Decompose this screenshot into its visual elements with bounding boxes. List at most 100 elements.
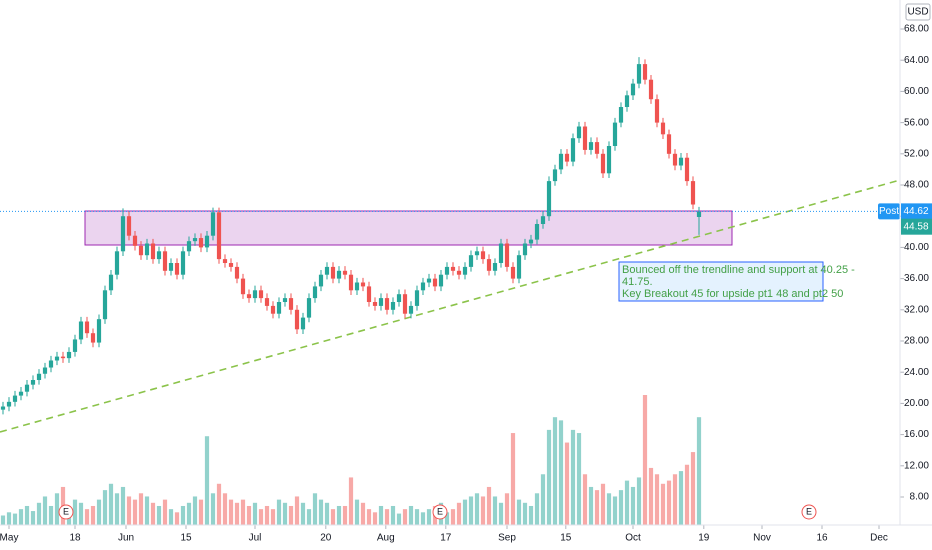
earnings-label: E (437, 506, 443, 516)
candle-body (480, 251, 486, 260)
candle-body (174, 263, 180, 275)
candle-body (126, 216, 132, 236)
candle-body (198, 238, 204, 248)
volume-bar (42, 496, 48, 525)
candle-body (390, 302, 396, 310)
candle-body (582, 126, 588, 150)
volume-bar (156, 505, 162, 525)
volume-bar (492, 496, 498, 525)
candle-body (168, 263, 174, 271)
candle-body (522, 243, 528, 256)
volume-bar (372, 512, 378, 525)
candle-body (30, 380, 36, 385)
volume-bar (30, 511, 36, 525)
candle-body (258, 290, 264, 299)
support-zone (84, 210, 733, 246)
earnings-marker[interactable]: E (432, 504, 448, 520)
volume-bar (132, 499, 138, 525)
volume-bar (252, 502, 258, 525)
volume-bar (420, 512, 426, 525)
volume-bar (180, 505, 186, 525)
volume-bar (528, 505, 534, 525)
candle-body (342, 270, 348, 275)
candle-body (348, 274, 354, 291)
volume-bar (576, 433, 582, 525)
x-tick-label: Jul (249, 533, 262, 544)
volume-bar (120, 486, 126, 525)
candle-body (450, 266, 456, 271)
x-tick-label: 20 (320, 533, 332, 544)
volume-bar (306, 509, 312, 525)
volume-bar (462, 499, 468, 525)
y-tick-label: 60.00 (904, 86, 929, 97)
candle-body (516, 255, 522, 279)
candle-body (60, 356, 66, 359)
candle-body (690, 181, 696, 205)
candle-body (246, 294, 252, 299)
volume-bar (396, 513, 402, 525)
volume-bar (12, 513, 18, 525)
candle-body (420, 282, 426, 291)
candle-body (600, 153, 606, 174)
candle-body (108, 274, 114, 291)
candle-body (660, 122, 666, 135)
volume-bar (486, 486, 492, 525)
volume-bar (312, 493, 318, 525)
volume-bar (414, 509, 420, 525)
candle-body (228, 263, 234, 267)
volume-bar (150, 502, 156, 525)
volume-bar (210, 493, 216, 525)
volume-bar (264, 505, 270, 525)
volume-bar (540, 474, 546, 525)
volume-bar (642, 395, 648, 525)
volume-bar (6, 512, 12, 525)
earnings-marker[interactable]: E (58, 504, 74, 520)
post-badge (878, 203, 900, 220)
volume-bar (222, 493, 228, 525)
volume-bar (456, 502, 462, 525)
candle-body (492, 263, 498, 271)
candle-body (66, 351, 72, 359)
candle-body (576, 126, 582, 139)
candle-body (588, 142, 594, 150)
volume-bar (258, 509, 264, 525)
candle-body (24, 384, 30, 392)
volume-bar (684, 464, 690, 525)
volume-bar (240, 499, 246, 525)
volume-bar (354, 499, 360, 525)
candle-body (396, 294, 402, 303)
candle-body (534, 224, 540, 240)
volume-bar (552, 417, 558, 525)
candle-body (42, 367, 48, 374)
candle-body (54, 356, 60, 361)
candle-body (570, 138, 576, 162)
x-tick-label: 15 (180, 533, 192, 544)
volume-layer (0, 395, 702, 525)
volume-bar (24, 505, 30, 525)
candle-body (612, 122, 618, 147)
candle-body (294, 309, 300, 330)
volume-bar (348, 477, 354, 525)
candle-body (546, 181, 552, 217)
earnings-marker[interactable]: E (801, 504, 817, 520)
candle-body (72, 339, 78, 352)
volume-bar (114, 493, 120, 525)
candle-body (36, 373, 42, 381)
candle-body (330, 266, 336, 279)
volume-bar (378, 505, 384, 525)
volume-bar (318, 499, 324, 525)
volume-bar (324, 502, 330, 525)
volume-bar (36, 502, 42, 525)
volume-bar (666, 480, 672, 525)
x-tick-label: 18 (69, 533, 81, 544)
x-tick-label: 17 (440, 533, 452, 544)
volume-bar (450, 509, 456, 525)
candle-body (204, 235, 210, 248)
annotation-line: Bounced off the trendline and support at… (622, 264, 855, 276)
candle-body (366, 286, 372, 303)
candle-body (6, 401, 12, 407)
volume-bar (168, 509, 174, 525)
volume-bar (360, 502, 366, 525)
candle-body (186, 241, 192, 252)
volume-bar (198, 499, 204, 525)
